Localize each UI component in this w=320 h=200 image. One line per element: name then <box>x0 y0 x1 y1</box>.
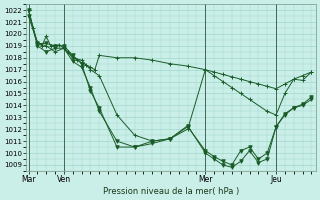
X-axis label: Pression niveau de la mer( hPa ): Pression niveau de la mer( hPa ) <box>103 187 239 196</box>
